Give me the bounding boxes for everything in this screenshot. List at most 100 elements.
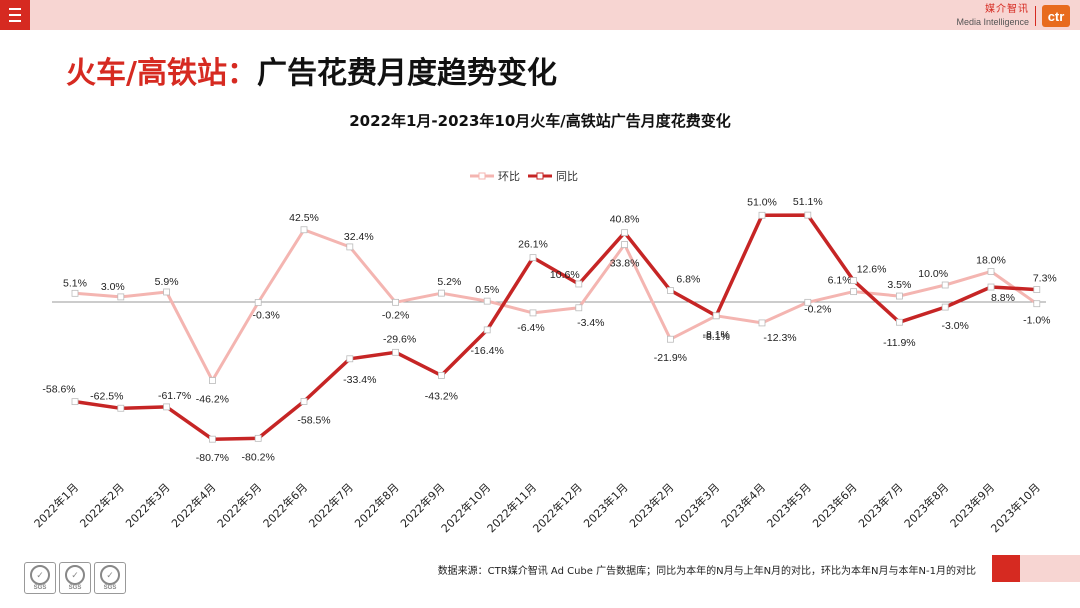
certification-badges: ✓ SGS ✓ SGS ✓ SGS xyxy=(24,562,129,594)
x-tick-label: 2023年5月 xyxy=(764,480,814,530)
footer-bar xyxy=(992,555,1080,582)
data-label: -16.4% xyxy=(471,345,504,357)
legend-marker xyxy=(478,172,486,180)
data-point xyxy=(437,372,445,379)
data-point xyxy=(300,226,308,234)
data-point xyxy=(941,303,949,311)
x-tick-label: 2023年8月 xyxy=(901,480,951,530)
x-tick-label: 2022年4月 xyxy=(168,480,218,530)
data-point xyxy=(392,348,400,356)
data-point xyxy=(987,283,995,291)
x-tick-label: 2022年3月 xyxy=(123,480,173,530)
data-point xyxy=(117,293,125,301)
data-label: -11.9% xyxy=(883,337,916,349)
data-source-note: 数据来源：CTR媒介智讯 Ad Cube 广告数据库；同比为本年的N月与上年N月… xyxy=(437,566,976,577)
data-label: 5.2% xyxy=(437,276,461,288)
data-label: -43.2% xyxy=(425,390,458,402)
brand-cn: 媒介智讯 xyxy=(985,4,1029,15)
data-label: 6.1% xyxy=(828,275,852,287)
footer-accent xyxy=(992,555,1020,582)
data-label: 10.0% xyxy=(918,268,948,280)
data-point xyxy=(804,211,812,219)
data-label: 26.1% xyxy=(518,239,548,251)
page-title-rest: 广告花费月度趋势变化 xyxy=(256,56,557,91)
data-label: 10.6% xyxy=(550,269,580,281)
data-label: -8.1% xyxy=(702,331,729,343)
data-point xyxy=(163,288,171,296)
data-point xyxy=(529,254,537,262)
data-label: 3.5% xyxy=(887,279,911,291)
data-point xyxy=(1033,300,1041,308)
sgs-icon: ✓ xyxy=(100,565,120,585)
x-tick-label: 2022年7月 xyxy=(306,480,356,530)
data-label: 0.5% xyxy=(475,284,499,296)
series-tb: -58.6% -62.5% -61.7% -80.7% -80.2% -58.5% -33.… xyxy=(42,196,1056,464)
data-point xyxy=(1033,286,1041,293)
series-hb: 5.1% 3.0% 5.9% -46.2% -0.3% 42.5% 32.4% -0.2% 5.… xyxy=(63,212,1050,406)
menu-icon xyxy=(9,6,21,24)
data-label: -80.2% xyxy=(242,451,275,463)
data-point xyxy=(346,243,354,251)
brand: 媒介智讯 Media Intelligence ctr xyxy=(956,3,1070,29)
x-tick-label: 2023年3月 xyxy=(672,480,722,530)
data-point xyxy=(254,299,262,306)
data-point xyxy=(71,289,79,297)
sgs-label: SGS xyxy=(33,585,47,591)
legend-label: 同比 xyxy=(556,170,578,183)
data-point xyxy=(208,377,216,384)
data-point xyxy=(529,309,537,317)
data-label: 3.0% xyxy=(101,281,125,293)
data-label: 6.8% xyxy=(676,273,700,285)
x-tick-label: 2023年1月 xyxy=(581,480,631,530)
data-point xyxy=(667,335,674,343)
series-line xyxy=(74,213,1037,441)
x-axis-labels: 2022年1月2022年2月2022年3月2022年4月2022年5月2022年… xyxy=(31,480,1043,535)
data-label: -33.4% xyxy=(343,374,376,386)
x-tick-label: 2022年6月 xyxy=(260,480,310,530)
data-label: 5.9% xyxy=(155,276,179,288)
data-label: -61.7% xyxy=(158,390,191,402)
data-label: 51.1% xyxy=(793,196,823,208)
data-label: -8.1% xyxy=(702,329,729,341)
x-tick-label: 2023年2月 xyxy=(626,480,676,530)
data-point xyxy=(667,287,674,294)
x-tick-label: 2022年12月 xyxy=(530,480,585,535)
data-point xyxy=(575,280,583,288)
data-point xyxy=(346,355,354,363)
data-point xyxy=(804,298,812,306)
brand-separator xyxy=(1035,6,1036,26)
page-title: 火车/高铁站：广告花费月度趋势变化 xyxy=(66,48,557,92)
x-tick-label: 2022年5月 xyxy=(214,480,264,530)
data-label: 7.3% xyxy=(1033,273,1057,285)
x-tick-label: 2023年4月 xyxy=(718,480,768,530)
data-point xyxy=(575,304,583,312)
x-tick-label: 2023年10月 xyxy=(988,480,1043,535)
data-point xyxy=(163,403,171,411)
chart-title: 2022年1月-2023年10月火车/高铁站广告月度花费变化 xyxy=(349,112,731,130)
data-label: -46.2% xyxy=(196,394,229,406)
x-tick-label: 2022年1月 xyxy=(31,480,81,530)
data-label: -6.4% xyxy=(517,322,544,334)
data-point xyxy=(941,281,949,289)
data-label: 40.8% xyxy=(610,214,640,226)
top-bar xyxy=(0,0,1080,30)
x-tick-label: 2023年9月 xyxy=(947,480,997,530)
x-tick-label: 2022年9月 xyxy=(397,480,447,530)
data-point xyxy=(392,298,400,306)
data-label: -3.0% xyxy=(941,320,968,332)
sgs-badge: ✓ SGS xyxy=(59,562,91,594)
data-point xyxy=(850,288,857,296)
data-point xyxy=(758,211,766,219)
data-label: -58.5% xyxy=(297,414,330,426)
series-line xyxy=(74,228,1038,382)
brand-en: Media Intelligence xyxy=(956,17,1029,27)
data-label: -0.2% xyxy=(804,303,831,315)
legend-label: 环比 xyxy=(498,170,520,183)
data-label: -0.2% xyxy=(382,309,409,321)
legend-marker xyxy=(536,172,544,180)
data-label: -21.9% xyxy=(654,352,687,364)
x-tick-label: 2023年6月 xyxy=(810,480,860,530)
menu-button[interactable] xyxy=(0,0,30,30)
ctr-logo-icon: ctr xyxy=(1042,5,1070,27)
